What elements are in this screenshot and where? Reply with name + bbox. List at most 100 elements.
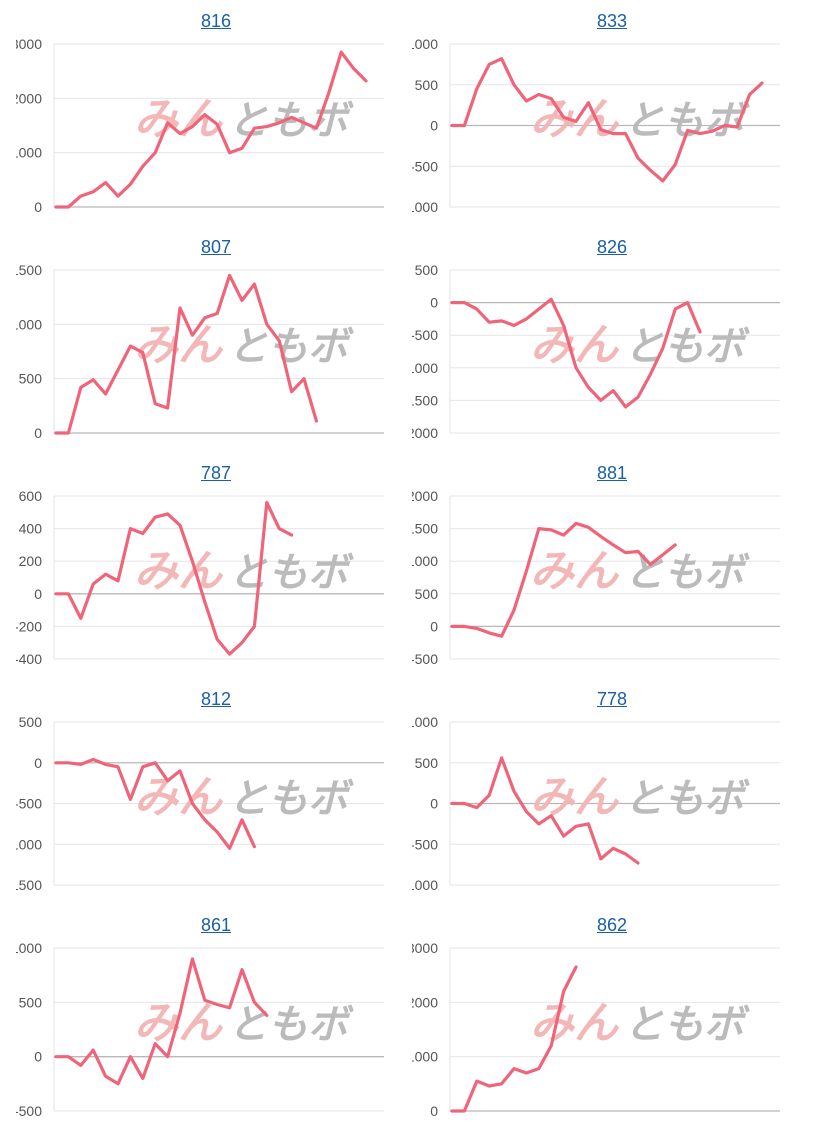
y-tick-label: 0 (34, 425, 42, 441)
series-line (450, 297, 702, 409)
y-tick-label: 1000 (16, 145, 42, 161)
chart-title-link[interactable]: 826 (596, 237, 628, 257)
chart-title-link[interactable]: 881 (596, 463, 628, 483)
y-tick-label: -500 (412, 836, 438, 852)
y-tick-label: 0 (34, 755, 42, 771)
series-line (450, 521, 677, 638)
y-tick-label: -500 (412, 327, 438, 343)
y-tick-label: 1000 (412, 714, 438, 730)
y-tick-label: -500 (412, 651, 438, 667)
y-tick-label: 500 (415, 262, 439, 278)
watermark-text-right: ともボ (624, 98, 750, 144)
watermark-text-right: ともボ (624, 1002, 750, 1048)
y-tick-label: 600 (19, 488, 43, 504)
chart-title-link[interactable]: 861 (200, 915, 232, 935)
watermark-text-left: みん (530, 546, 620, 597)
watermark-text-left: みん (530, 998, 620, 1049)
watermark-text-right: ともボ (624, 776, 750, 822)
watermark: みん ともボ (134, 94, 354, 145)
y-tick-label: 0 (34, 586, 42, 602)
y-tick-label: 0 (34, 1049, 42, 1065)
panel-881: 881 -5000500100015002000みんともボ (412, 452, 812, 674)
y-tick-label: -200 (16, 618, 42, 634)
y-tick-label: 0 (430, 796, 438, 812)
watermark-text-left: みん (530, 772, 620, 823)
y-tick-label: 400 (19, 521, 43, 537)
chart-title-link[interactable]: 787 (200, 463, 232, 483)
watermark-text-left: みん (134, 998, 224, 1049)
y-tick-label: -1000 (412, 199, 438, 215)
y-tick-label: 0 (34, 199, 42, 215)
y-tick-label: -500 (16, 796, 42, 812)
y-tick-label: -1000 (16, 836, 42, 852)
y-tick-label: -1000 (412, 360, 438, 376)
y-tick-label: -400 (16, 651, 42, 667)
chart-title-link[interactable]: 812 (200, 689, 232, 709)
y-tick-label: 500 (415, 586, 439, 602)
y-tick-label: 200 (19, 553, 43, 569)
y-tick-label: 1500 (16, 262, 42, 278)
y-tick-label: 0 (430, 295, 438, 311)
y-tick-label: 0 (430, 1103, 438, 1119)
watermark: みん ともボ (134, 320, 354, 371)
watermark: みん ともボ (530, 320, 750, 371)
panel-787: 787 -400 -200 0 200 400 600 みん ともボ (16, 452, 416, 674)
series-line (450, 965, 578, 1113)
y-tick-label: -1500 (412, 392, 438, 408)
y-tick-label: 1000 (412, 1049, 438, 1065)
watermark: みん ともボ (530, 998, 750, 1049)
line-chart-787: -400 -200 0 200 400 600 みん ともボ (16, 488, 384, 667)
y-tick-label: -1500 (16, 877, 42, 893)
chart-title-link[interactable]: 833 (596, 11, 628, 31)
watermark-text-right: ともボ (624, 324, 750, 370)
watermark: みん ともボ (134, 998, 354, 1049)
y-tick-label: 500 (415, 755, 439, 771)
y-tick-label: -500 (412, 158, 438, 174)
y-tick-label: 1000 (412, 36, 438, 52)
series-line (450, 57, 764, 183)
series-line (54, 500, 294, 656)
watermark-text-left: みん (134, 546, 224, 597)
chart-title-link[interactable]: 862 (596, 915, 628, 935)
y-tick-label: 500 (415, 77, 439, 93)
chart-title-link[interactable]: 778 (596, 689, 628, 709)
series-line (450, 756, 640, 865)
series-line (54, 50, 368, 209)
line-chart-881: -5000500100015002000みんともボ (412, 488, 780, 667)
series-line (54, 273, 318, 435)
watermark: みん ともボ (134, 546, 354, 597)
chart-title-link[interactable]: 816 (200, 11, 232, 31)
series-line (54, 757, 256, 850)
y-tick-label: 1000 (412, 553, 438, 569)
watermark: みん ともボ (530, 772, 750, 823)
y-tick-label: 500 (19, 371, 43, 387)
y-tick-label: -1000 (412, 877, 438, 893)
watermark: みん ともボ (134, 772, 354, 823)
y-tick-label: 0 (430, 118, 438, 134)
watermark-text-right: ともボ (228, 1002, 354, 1048)
series-line (54, 957, 269, 1086)
y-tick-label: 1000 (16, 316, 42, 332)
y-tick-label: 500 (19, 714, 43, 730)
chart-title-link[interactable]: 807 (200, 237, 232, 257)
